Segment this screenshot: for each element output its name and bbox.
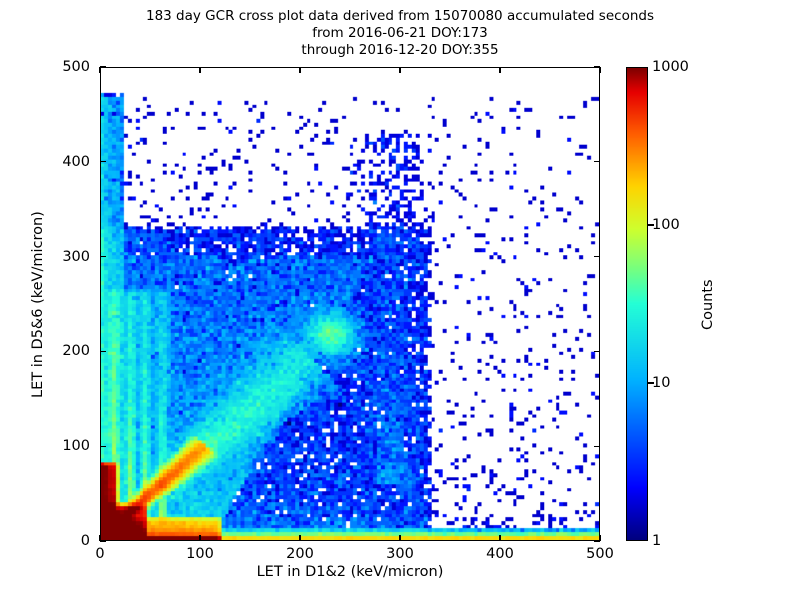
x-axis-tick: [499, 67, 501, 73]
title-line-2: from 2016-06-21 DOY:173: [312, 25, 488, 41]
colorbar-gradient: [626, 67, 648, 541]
colorbar: [626, 67, 648, 541]
x-axis-label: LET in D1&2 (keV/micron): [256, 564, 444, 580]
x-axis-tick-label: 100: [186, 546, 214, 562]
x-axis-tick: [499, 535, 501, 541]
x-axis-tick: [99, 535, 101, 541]
y-axis-tick-label: 500: [62, 59, 90, 75]
y-axis-tick: [100, 66, 106, 68]
plot-area: [100, 67, 600, 541]
y-axis-label: LET in D5&6 (keV/micron): [30, 210, 46, 398]
title-line-1: 183 day GCR cross plot data derived from…: [146, 8, 654, 24]
x-axis-tick: [299, 535, 301, 541]
y-axis-tick: [594, 66, 600, 68]
y-axis-tick-label: 300: [62, 248, 90, 265]
x-axis-tick-label: 500: [586, 546, 614, 562]
y-axis-tick: [594, 161, 600, 163]
y-axis-tick-label: 0: [80, 533, 90, 549]
x-axis-tick: [99, 67, 101, 73]
x-axis-tick: [399, 67, 401, 73]
y-axis-tick: [100, 540, 106, 542]
colorbar-canvas: [627, 68, 647, 540]
x-axis-tick: [599, 535, 601, 541]
x-axis-tick: [199, 535, 201, 541]
y-axis-tick: [594, 540, 600, 542]
colorbar-tick-label: 10: [652, 375, 671, 391]
y-axis-tick: [100, 350, 106, 353]
colorbar-tick-label: 1: [652, 533, 662, 549]
y-axis-tick: [594, 255, 600, 258]
y-axis-tick-label: 400: [62, 153, 90, 170]
title-line-3: through 2016-12-20 DOY:355: [301, 42, 499, 58]
x-axis-tick-label: 300: [386, 546, 414, 562]
y-axis-tick: [100, 161, 106, 163]
colorbar-label: Counts: [700, 278, 716, 330]
x-axis-tick-label: 400: [486, 546, 514, 562]
x-axis-tick: [199, 67, 201, 73]
y-axis-tick: [594, 445, 600, 447]
x-axis-tick: [399, 535, 401, 541]
colorbar-tick-label: 1000: [652, 59, 689, 75]
x-axis-tick: [599, 67, 601, 73]
x-axis-tick-label: 200: [286, 546, 314, 562]
chart-title: 183 day GCR cross plot data derived from…: [0, 8, 800, 59]
x-axis-tick: [299, 67, 301, 73]
y-axis-tick-label: 100: [62, 438, 90, 455]
y-axis-tick-label: 200: [62, 343, 90, 360]
x-axis-tick-label: 0: [95, 546, 105, 562]
y-axis-tick: [594, 350, 600, 353]
colorbar-tick: [648, 382, 654, 384]
colorbar-tick: [648, 224, 654, 226]
density-scatter-plot: [101, 68, 599, 540]
y-axis-tick: [100, 255, 106, 258]
y-axis-tick: [100, 445, 106, 447]
colorbar-tick-label: 100: [652, 217, 680, 233]
